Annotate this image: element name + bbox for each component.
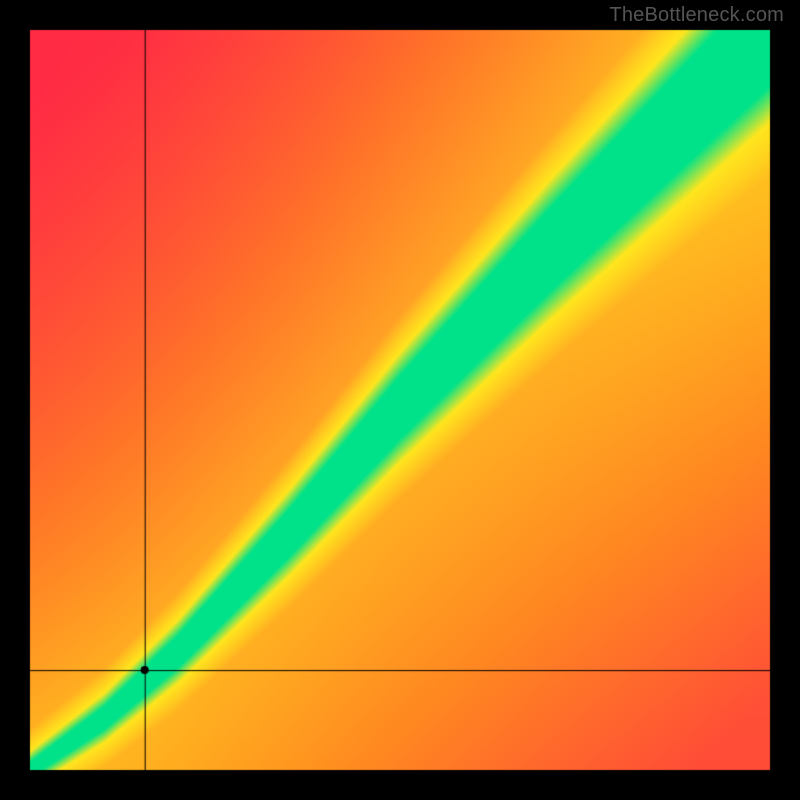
heatmap-canvas (0, 0, 800, 800)
watermark-text: TheBottleneck.com (609, 4, 784, 27)
chart-container: TheBottleneck.com (0, 0, 800, 800)
